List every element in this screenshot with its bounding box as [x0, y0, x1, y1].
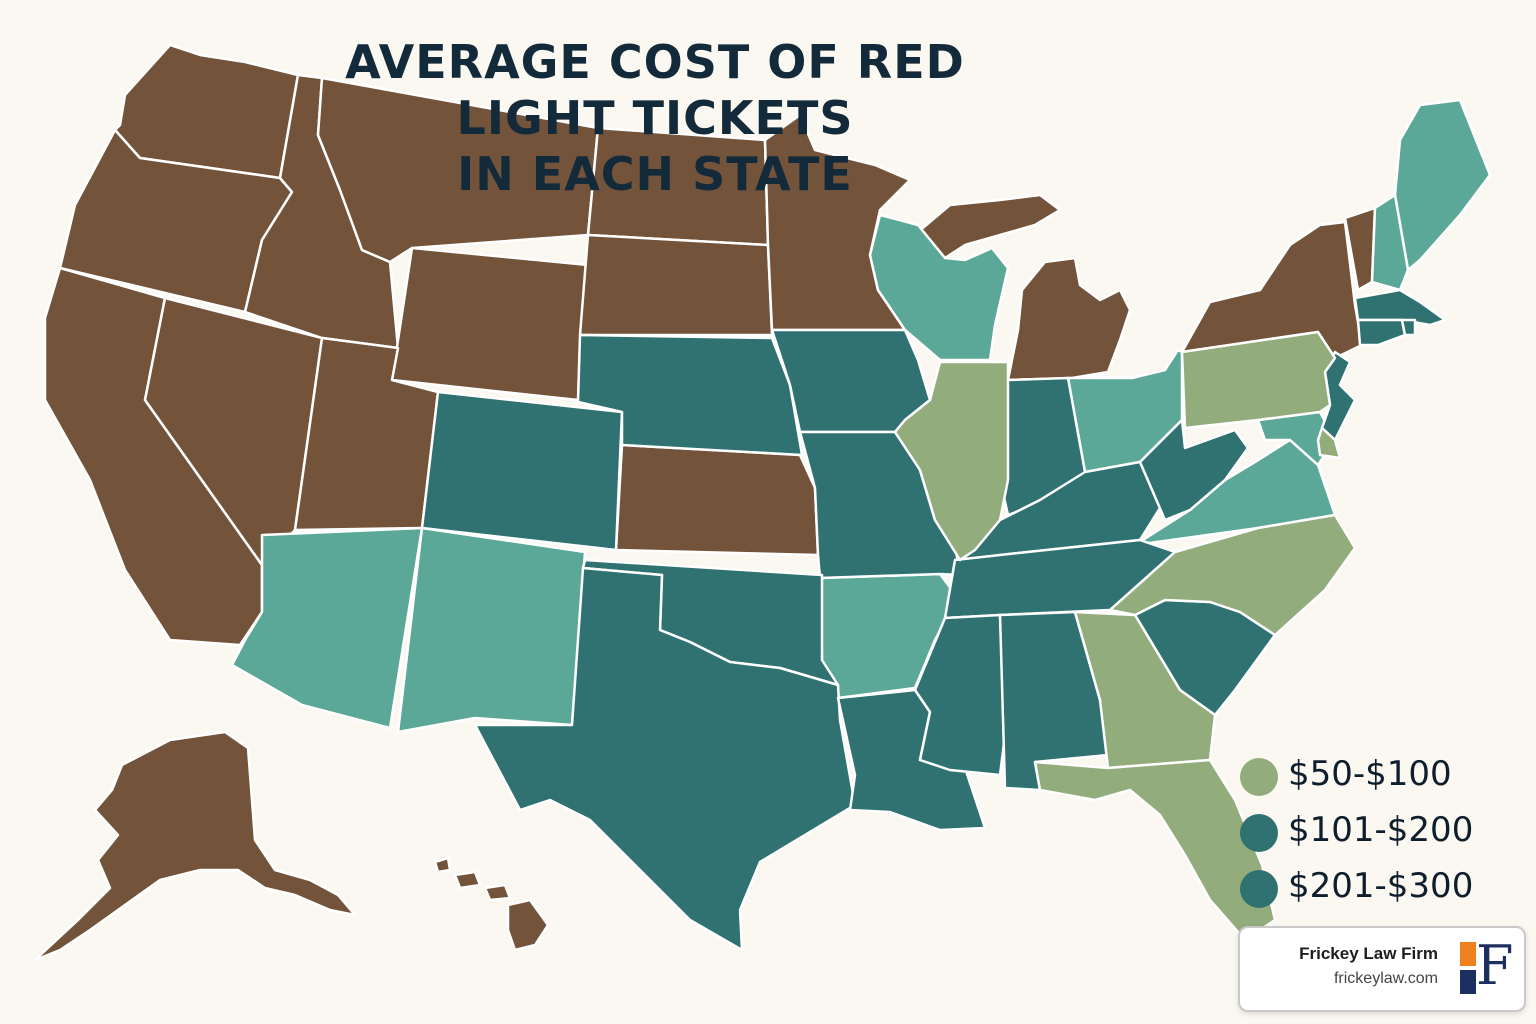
state-texas — [473, 566, 857, 952]
logo-orange-block — [1460, 942, 1476, 966]
legend-swatch — [1240, 814, 1278, 852]
state-hawaii — [433, 856, 550, 952]
legend-swatch — [1240, 870, 1278, 908]
title-line-1: AVERAGE COST OF RED LIGHT TICKETS — [345, 35, 965, 145]
state-georgia — [1073, 610, 1217, 770]
state-illinois — [893, 360, 1010, 562]
state-west-virginia — [1138, 418, 1250, 522]
legend-label: $50-$100 — [1288, 754, 1452, 794]
logo-navy-block — [1460, 970, 1476, 994]
brand-name: Frickey Law Firm — [1299, 944, 1438, 963]
state-maine — [1393, 98, 1492, 272]
legend-label: $101-$200 — [1288, 810, 1474, 850]
map-title: AVERAGE COST OF RED LIGHT TICKETS IN EAC… — [300, 34, 1010, 202]
brand-logo-icon: F — [1460, 936, 1513, 996]
state-nebraska — [576, 333, 804, 457]
state-rhode-island — [1400, 318, 1417, 337]
state-pennsylvania — [1180, 330, 1337, 430]
legend-label: $201-$300 — [1288, 866, 1474, 906]
state-colorado — [420, 390, 624, 552]
state-delaware — [1316, 426, 1342, 460]
state-kansas — [614, 443, 820, 557]
state-florida — [1033, 758, 1277, 942]
state-wisconsin — [868, 213, 1010, 362]
state-connecticut — [1356, 318, 1407, 347]
state-south-dakota — [578, 233, 774, 337]
brand-url[interactable]: frickeylaw.com — [1333, 970, 1438, 987]
state-iowa — [770, 328, 932, 434]
logo-letter: F — [1476, 934, 1514, 997]
title-line-2: IN EACH STATE — [457, 147, 853, 201]
state-wyoming — [390, 246, 590, 402]
legend-item-101-200: $101-$200 — [1240, 808, 1500, 858]
state-alaska — [33, 730, 357, 962]
legend-item-201-300: $201-$300 — [1240, 864, 1500, 914]
legend-swatch — [1240, 758, 1278, 796]
legend-item-50-100: $50-$100 — [1240, 752, 1500, 802]
brand-card[interactable]: Frickey Law Firm frickeylaw.com F — [1238, 926, 1526, 1012]
state-arizona — [230, 526, 424, 730]
state-new-hampshire — [1370, 193, 1410, 292]
state-new-mexico — [396, 526, 587, 734]
